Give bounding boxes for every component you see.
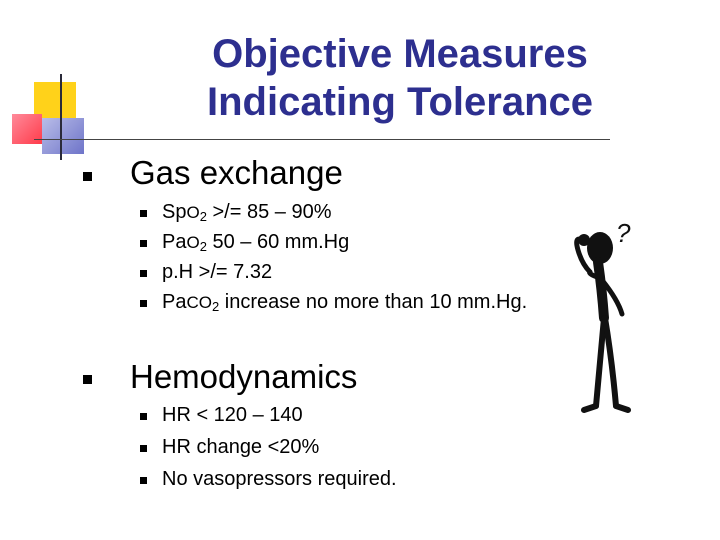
bullet-vasopressors (140, 477, 147, 484)
deco-horizontal-line (34, 139, 610, 140)
question-mark: ? (616, 218, 631, 248)
item-hr: HR < 120 – 140 (162, 404, 303, 426)
deco-vertical-line (60, 74, 62, 160)
item-spo2: SpO2 >/= 85 – 90% (162, 201, 332, 224)
heading-gas-exchange: Gas exchange (130, 154, 343, 191)
item-hr-change: HR change <20% (162, 436, 320, 458)
item-vasopressors: No vasopressors required. (162, 468, 397, 490)
bullet-pao2 (140, 240, 147, 247)
title-line-1: Objective Measures (212, 32, 588, 76)
bullet-ph (140, 270, 147, 277)
bullet-gas-exchange (83, 172, 92, 181)
heading-hemodynamics: Hemodynamics (130, 358, 358, 395)
thinking-figure-icon: ? (574, 218, 631, 413)
bullet-hr-change (140, 445, 147, 452)
bullet-spo2 (140, 210, 147, 217)
bullet-paco2 (140, 300, 147, 307)
item-paco2: PaCO2 increase no more than 10 mm.Hg. (162, 291, 528, 314)
title-line-2: Indicating Tolerance (207, 80, 593, 124)
item-pao2: PaO2 50 – 60 mm.Hg (162, 231, 350, 254)
deco-blue-square (42, 118, 84, 154)
bullet-hemodynamics (83, 375, 92, 384)
bullet-hr (140, 413, 147, 420)
slide-title: Objective Measures Indicating Tolerance (150, 30, 650, 126)
item-ph: p.H >/= 7.32 (162, 261, 273, 283)
